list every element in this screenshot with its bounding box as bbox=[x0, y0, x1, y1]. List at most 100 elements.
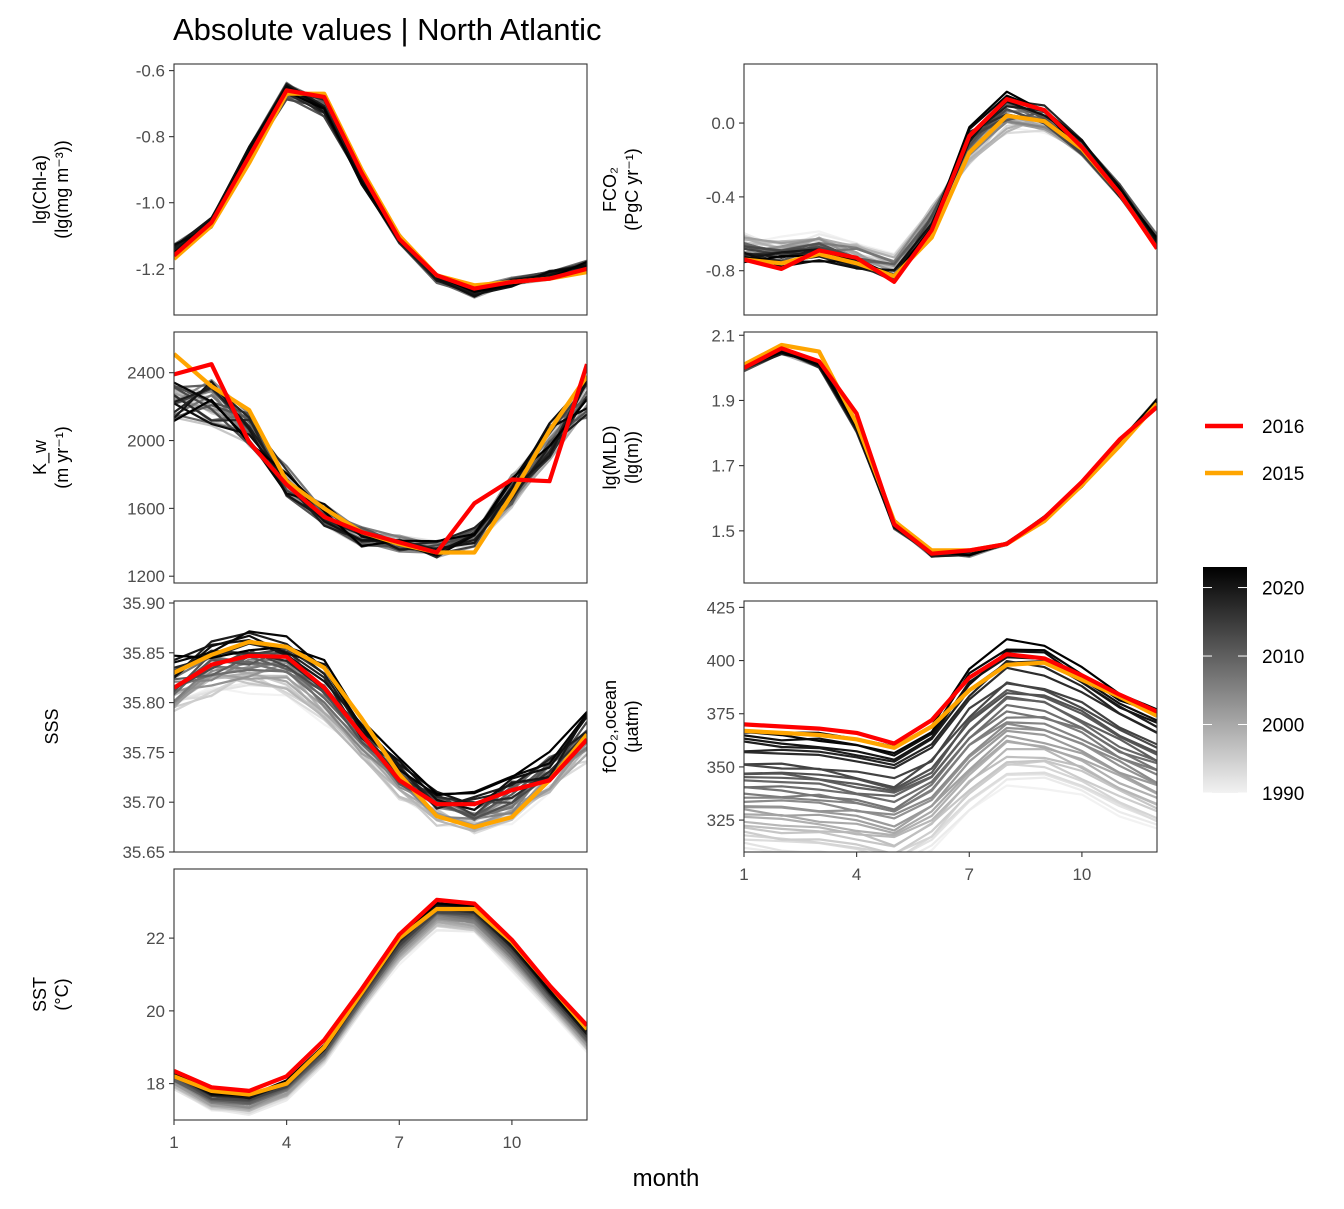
panel-sst: 18 20 22 1 4 7 10 SST (°C) bbox=[30, 868, 588, 1152]
y-tick-label: 1.5 bbox=[711, 522, 735, 541]
series-group bbox=[174, 81, 587, 299]
series-line-2023 bbox=[174, 645, 587, 796]
legend-item-2016: 2016 bbox=[1205, 417, 1304, 438]
y-tick-label: -1.0 bbox=[136, 194, 165, 213]
panel-background bbox=[174, 64, 587, 315]
x-tick-label: 4 bbox=[282, 1133, 291, 1152]
y-tick-label: 2000 bbox=[127, 432, 165, 451]
series-line-1999 bbox=[744, 740, 1157, 837]
chart-title: Absolute values | North Atlantic bbox=[173, 12, 602, 47]
series-line-1994 bbox=[744, 763, 1157, 852]
y-tick-label: 2400 bbox=[127, 364, 165, 383]
y-tick-label: 350 bbox=[707, 758, 735, 777]
y-axis-title: FCO₂ (PgC yr⁻¹) bbox=[600, 148, 642, 231]
series-line-2016 bbox=[744, 97, 1157, 284]
y-axis-title-line: SST bbox=[30, 977, 50, 1012]
series-line-2000 bbox=[744, 739, 1157, 835]
y-axis-title-line: lg(MLD) bbox=[600, 425, 620, 489]
y-axis-title-line: (m yr⁻¹) bbox=[52, 426, 72, 488]
panel-sss: 35.65 35.70 35.75 35.80 35.85 35.90 SSS bbox=[42, 594, 588, 862]
colorbar-tick-label: 2000 bbox=[1262, 716, 1304, 737]
y-axis-title-line: FCO₂ bbox=[600, 167, 620, 212]
series-line-1992 bbox=[744, 773, 1157, 852]
panel-mld: 1.5 1.7 1.9 2.1 lg(MLD) (lg(m)) bbox=[600, 326, 1158, 584]
colorbar-tick-label: 2010 bbox=[1262, 647, 1304, 668]
y-axis-title-line: SSS bbox=[42, 708, 62, 744]
x-tick-label: 7 bbox=[965, 865, 974, 884]
panel-border bbox=[743, 600, 1158, 853]
y-axis-title-line: lg(Chl-a) bbox=[30, 155, 50, 224]
y-axis-title-line: (PgC yr⁻¹) bbox=[622, 148, 642, 231]
series-line-2023 bbox=[174, 398, 587, 548]
panel-border bbox=[173, 868, 588, 1121]
y-tick-label: 1.7 bbox=[711, 457, 735, 476]
series-line-2015 bbox=[174, 639, 587, 830]
series-group bbox=[174, 897, 587, 1116]
x-axis-title: month bbox=[633, 1165, 700, 1192]
series-line-2010 bbox=[174, 912, 587, 1105]
series-line-2001 bbox=[744, 734, 1157, 832]
y-tick-label: 18 bbox=[146, 1075, 165, 1094]
series-line-1990 bbox=[925, 784, 1157, 852]
legend-item-2015: 2015 bbox=[1205, 464, 1304, 485]
y-axis-title: SSS bbox=[42, 708, 62, 744]
y-tick-label: 2.1 bbox=[711, 326, 735, 345]
y-tick-label: 35.80 bbox=[122, 694, 165, 713]
colorbar: 2020 2010 2000 1990 bbox=[1203, 567, 1304, 805]
y-tick-label: 1600 bbox=[127, 499, 165, 518]
panel-border bbox=[743, 63, 1158, 316]
series-line-2016 bbox=[174, 653, 587, 807]
y-tick-label: -0.8 bbox=[706, 262, 735, 281]
y-tick-label: 325 bbox=[707, 811, 735, 830]
x-tick-label: 4 bbox=[852, 865, 861, 884]
series-line-2015 bbox=[744, 660, 1157, 750]
series-line-2016 bbox=[744, 346, 1157, 556]
colorbar-tick-label: 1990 bbox=[1262, 784, 1304, 805]
y-tick-label: 20 bbox=[146, 1002, 165, 1021]
series-line-2014 bbox=[744, 682, 1157, 780]
series-line-2016 bbox=[174, 362, 587, 555]
y-tick-label: 1.9 bbox=[711, 391, 735, 410]
y-axis-title-line: K_w bbox=[30, 439, 51, 475]
legend: 2016 2015 bbox=[1205, 417, 1304, 485]
y-tick-label: 400 bbox=[707, 652, 735, 671]
series-line-2018 bbox=[744, 660, 1157, 767]
panel-kw: 1200 1600 2000 2400 K_w (m yr⁻¹) bbox=[30, 331, 588, 586]
y-tick-label: 35.75 bbox=[122, 743, 165, 762]
panel-border bbox=[743, 331, 1158, 584]
series-line-2014 bbox=[174, 910, 587, 1101]
panel-background bbox=[174, 869, 587, 1120]
y-tick-label: -0.4 bbox=[706, 188, 735, 207]
y-tick-label: -0.6 bbox=[136, 62, 165, 81]
y-tick-label: 425 bbox=[707, 598, 735, 617]
series-line-1995 bbox=[744, 760, 1157, 852]
x-tick-label: 10 bbox=[502, 1133, 521, 1152]
series-line-2016 bbox=[174, 897, 587, 1093]
series-group bbox=[744, 342, 1157, 558]
series-group bbox=[174, 352, 587, 559]
panel-chl: -1.2 -1.0 -0.8 -0.6 lg(Chl-a) (lg(mg m⁻³)) bbox=[30, 62, 588, 316]
series-group bbox=[744, 638, 1157, 852]
series-line-2016 bbox=[174, 88, 587, 291]
y-axis-title: fCO₂,ocean (µatm) bbox=[600, 680, 642, 773]
legend-label: 2016 bbox=[1262, 417, 1304, 438]
colorbar-tick-label: 2020 bbox=[1262, 579, 1304, 600]
series-line-2017 bbox=[744, 666, 1157, 770]
series-group bbox=[174, 630, 587, 835]
y-tick-label: 22 bbox=[146, 929, 165, 948]
y-tick-label: 35.90 bbox=[122, 594, 165, 613]
x-tick-label: 7 bbox=[395, 1133, 404, 1152]
x-tick-label: 10 bbox=[1072, 865, 1091, 884]
y-tick-label: 35.65 bbox=[122, 843, 165, 862]
y-tick-label: 375 bbox=[707, 705, 735, 724]
panel-background bbox=[744, 332, 1157, 583]
x-tick-label: 1 bbox=[169, 1133, 178, 1152]
y-axis-title-line: (°C) bbox=[52, 978, 72, 1010]
y-axis-title-line: (µatm) bbox=[622, 700, 642, 752]
y-axis-title: lg(Chl-a) (lg(mg m⁻³)) bbox=[30, 140, 72, 238]
series-group bbox=[744, 90, 1157, 284]
series-line-1998 bbox=[744, 748, 1157, 839]
series-line-2008 bbox=[744, 704, 1157, 804]
series-line-2012 bbox=[744, 692, 1157, 791]
